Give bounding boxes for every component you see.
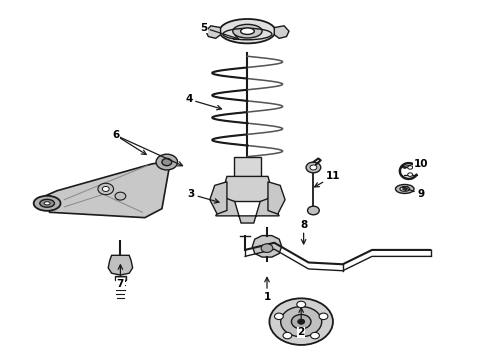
Circle shape: [274, 313, 283, 320]
Ellipse shape: [395, 184, 414, 193]
Text: 7: 7: [117, 265, 124, 289]
Text: 1: 1: [263, 278, 270, 302]
Circle shape: [297, 301, 306, 308]
Circle shape: [310, 165, 317, 170]
Polygon shape: [216, 198, 279, 223]
Polygon shape: [45, 160, 174, 218]
Ellipse shape: [220, 19, 275, 43]
Circle shape: [292, 315, 311, 329]
Circle shape: [308, 206, 319, 215]
Polygon shape: [234, 157, 261, 178]
Ellipse shape: [44, 202, 50, 205]
Circle shape: [281, 307, 322, 337]
Circle shape: [115, 192, 126, 200]
Circle shape: [319, 313, 328, 320]
Text: 5: 5: [200, 23, 239, 40]
Ellipse shape: [34, 196, 61, 211]
Polygon shape: [206, 26, 220, 39]
Circle shape: [408, 166, 413, 169]
Text: 10: 10: [401, 159, 428, 169]
Circle shape: [156, 154, 177, 170]
Circle shape: [261, 244, 273, 252]
Ellipse shape: [241, 28, 254, 35]
Text: 6: 6: [112, 130, 119, 140]
Ellipse shape: [400, 186, 410, 191]
Polygon shape: [225, 176, 270, 202]
Circle shape: [298, 319, 305, 324]
Circle shape: [283, 332, 292, 339]
Ellipse shape: [233, 24, 262, 38]
Polygon shape: [274, 26, 289, 39]
Polygon shape: [108, 255, 133, 275]
Text: 9: 9: [403, 186, 424, 199]
Circle shape: [98, 183, 114, 195]
Text: 3: 3: [188, 189, 219, 203]
Text: 8: 8: [300, 220, 307, 244]
Circle shape: [306, 162, 321, 173]
Polygon shape: [115, 276, 126, 280]
Ellipse shape: [403, 188, 407, 190]
Circle shape: [408, 173, 413, 176]
Text: 11: 11: [315, 171, 340, 187]
Polygon shape: [268, 182, 285, 214]
Circle shape: [162, 158, 172, 166]
Circle shape: [102, 186, 109, 192]
Ellipse shape: [40, 199, 54, 207]
Polygon shape: [252, 235, 282, 257]
Circle shape: [270, 298, 333, 345]
Polygon shape: [210, 182, 227, 214]
Circle shape: [311, 332, 319, 339]
Text: 4: 4: [185, 94, 221, 110]
Text: 2: 2: [297, 308, 305, 337]
